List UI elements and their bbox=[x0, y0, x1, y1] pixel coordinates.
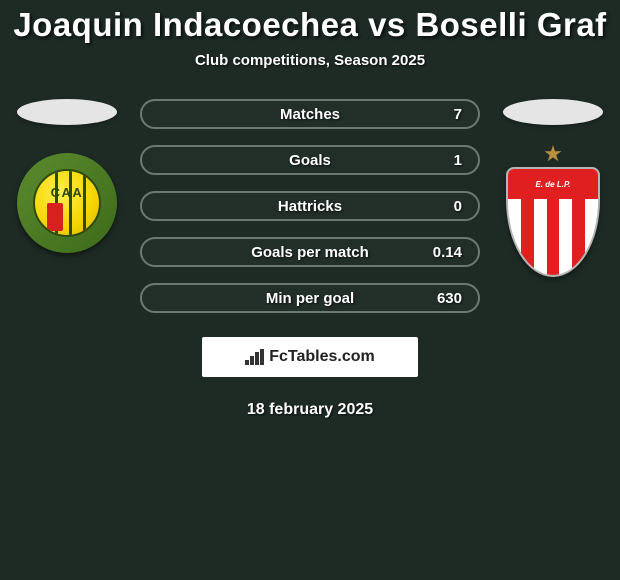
shield-inscription: E. de L.P. bbox=[508, 169, 598, 199]
stat-value: 1 bbox=[454, 152, 462, 169]
stat-row-goals: Goals 1 bbox=[140, 145, 480, 175]
stripe bbox=[534, 199, 547, 275]
shield-stripes bbox=[508, 199, 598, 275]
comparison-card: Joaquin Indacoechea vs Boselli Graf Club… bbox=[0, 0, 620, 419]
stat-label: Hattricks bbox=[278, 198, 342, 215]
stripe bbox=[547, 199, 560, 275]
stat-row-hattricks: Hattricks 0 bbox=[140, 191, 480, 221]
player-right-oval bbox=[503, 99, 603, 125]
stripe bbox=[585, 199, 598, 275]
date-text: 18 february 2025 bbox=[0, 401, 620, 419]
stripe bbox=[559, 199, 572, 275]
stat-label: Min per goal bbox=[266, 290, 354, 307]
stat-label: Goals per match bbox=[251, 244, 369, 261]
star-icon: ★ bbox=[503, 143, 603, 165]
stats-column: Matches 7 Goals 1 Hattricks 0 Goals per … bbox=[140, 99, 480, 313]
badge-left-inner-disc: CAA bbox=[33, 169, 101, 237]
badge-left-outer-ring: CAA bbox=[17, 153, 117, 253]
main-row: CAA Matches 7 Goals 1 Hattricks bbox=[0, 99, 620, 313]
stat-label: Matches bbox=[280, 106, 340, 123]
stripe bbox=[572, 199, 585, 275]
shield-icon: E. de L.P. bbox=[506, 167, 600, 277]
stat-value: 7 bbox=[454, 106, 462, 123]
footer-brand-text: FcTables.com bbox=[269, 348, 375, 366]
stat-row-matches: Matches 7 bbox=[140, 99, 480, 129]
team-left-badge: CAA bbox=[17, 153, 117, 253]
stripe bbox=[508, 199, 521, 275]
footer-brand-box[interactable]: FcTables.com bbox=[202, 337, 418, 377]
stat-row-min-per-goal: Min per goal 630 bbox=[140, 283, 480, 313]
page-title: Joaquin Indacoechea vs Boselli Graf bbox=[0, 6, 620, 44]
stat-value: 630 bbox=[437, 290, 462, 307]
stat-value: 0.14 bbox=[433, 244, 462, 261]
stat-value: 0 bbox=[454, 198, 462, 215]
team-right-badge: ★ E. de L.P. bbox=[503, 143, 603, 273]
badge-left-stripe bbox=[83, 171, 86, 235]
right-column: ★ E. de L.P. bbox=[498, 99, 608, 273]
left-column: CAA bbox=[12, 99, 122, 253]
bar-chart-icon bbox=[245, 349, 265, 365]
stat-label: Goals bbox=[289, 152, 331, 169]
stat-row-goals-per-match: Goals per match 0.14 bbox=[140, 237, 480, 267]
badge-left-accent bbox=[47, 203, 63, 231]
stripe bbox=[521, 199, 534, 275]
subtitle: Club competitions, Season 2025 bbox=[0, 52, 620, 69]
player-left-oval bbox=[17, 99, 117, 125]
badge-left-stripe bbox=[69, 171, 72, 235]
